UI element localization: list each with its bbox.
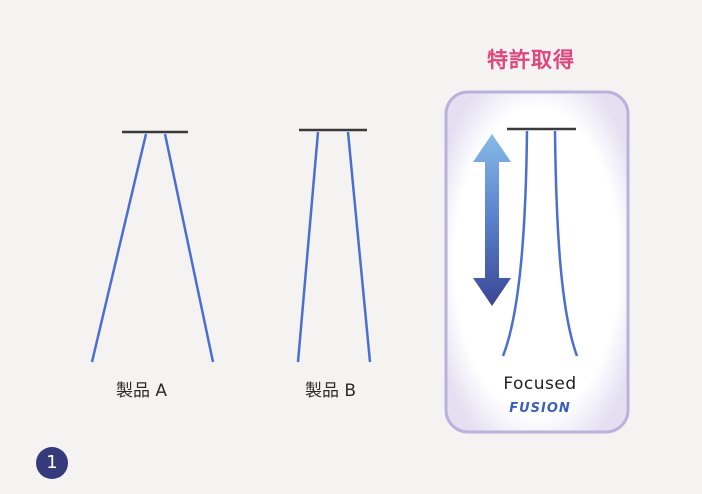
double-arrow-icon bbox=[473, 134, 511, 306]
product-a-label: 製品 A bbox=[116, 381, 168, 401]
product-a-fibers bbox=[90, 130, 215, 363]
focused-fiber-left bbox=[501, 130, 529, 357]
product-a-fiber-right bbox=[163, 133, 215, 363]
product-b-fiber-left bbox=[296, 131, 320, 363]
product-b-fiber-right bbox=[346, 131, 372, 363]
focused-label: Focused bbox=[503, 374, 577, 394]
product-b-label: 製品 B bbox=[305, 381, 357, 401]
focused-fiber-right bbox=[553, 130, 579, 357]
focused-fibers bbox=[501, 127, 579, 357]
product-b-fibers bbox=[296, 128, 372, 363]
product-a-fiber-left bbox=[90, 133, 148, 363]
fusion-label: FUSION bbox=[509, 401, 571, 416]
patent-heading: 特許取得 bbox=[487, 48, 575, 72]
step-number-badge: 1 bbox=[36, 447, 68, 479]
